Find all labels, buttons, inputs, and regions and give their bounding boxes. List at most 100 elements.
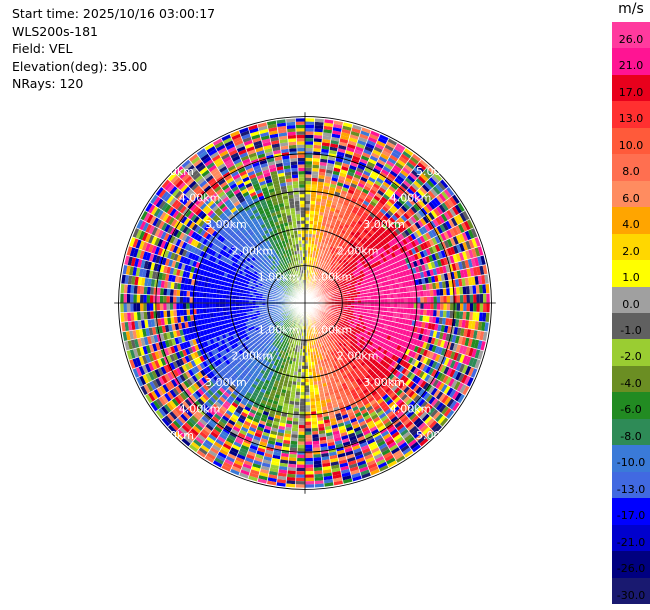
velocity-gate [385, 329, 390, 335]
velocity-gate [334, 412, 342, 418]
velocity-gate [381, 232, 388, 239]
velocity-gate [343, 420, 352, 426]
velocity-gate [258, 475, 268, 481]
velocity-gate [293, 316, 296, 320]
velocity-gate [382, 147, 393, 155]
velocity-gate [209, 386, 217, 394]
velocity-gate [469, 311, 474, 321]
velocity-gate [200, 313, 204, 320]
velocity-gate [345, 174, 354, 180]
velocity-gate [437, 382, 445, 392]
velocity-gate [344, 177, 353, 183]
velocity-gate [226, 314, 231, 320]
velocity-gate [378, 134, 389, 142]
velocity-gate [348, 414, 356, 421]
velocity-gate [361, 222, 368, 229]
velocity-gate [452, 360, 459, 371]
velocity-gate [212, 375, 220, 383]
velocity-gate [331, 470, 342, 476]
velocity-gate [292, 333, 295, 338]
velocity-gate [425, 192, 434, 202]
velocity-gate [311, 364, 316, 369]
velocity-gate [269, 344, 274, 349]
velocity-gate [452, 343, 458, 352]
velocity-gate [335, 253, 340, 258]
velocity-gate [351, 420, 359, 427]
velocity-gate [283, 433, 292, 438]
velocity-gate [333, 167, 341, 173]
velocity-gate [268, 381, 275, 387]
velocity-gate [426, 417, 435, 427]
velocity-gate [437, 242, 444, 251]
velocity-gate [376, 158, 386, 166]
velocity-gate [394, 408, 403, 416]
velocity-gate [238, 472, 249, 479]
velocity-gate [398, 172, 407, 180]
velocity-gate [280, 327, 285, 332]
velocity-gate [329, 283, 333, 287]
velocity-gate [275, 322, 280, 326]
velocity-gate [331, 383, 337, 388]
velocity-gate [267, 346, 272, 352]
velocity-gate [377, 219, 385, 226]
velocity-gate [419, 243, 426, 251]
velocity-gate [362, 286, 367, 291]
velocity-gate [383, 230, 390, 237]
velocity-gate [339, 275, 344, 280]
velocity-gate [320, 283, 324, 287]
velocity-gate [371, 284, 376, 289]
velocity-gate [332, 403, 339, 409]
velocity-gate [227, 351, 233, 358]
velocity-gate [470, 227, 478, 238]
velocity-gate [357, 220, 364, 226]
velocity-gate [318, 281, 322, 285]
velocity-gate [292, 421, 299, 425]
velocity-gate [361, 411, 370, 418]
velocity-gate [438, 192, 447, 203]
velocity-gate [323, 122, 334, 127]
velocity-gate [385, 141, 396, 149]
velocity-gate [463, 268, 468, 278]
velocity-gate [424, 335, 430, 343]
velocity-gate [314, 391, 320, 395]
velocity-gate [338, 279, 343, 284]
velocity-gate [405, 397, 413, 406]
velocity-gate [372, 233, 379, 239]
velocity-gate [352, 423, 360, 430]
velocity-gate [296, 378, 301, 383]
velocity-gate [419, 380, 427, 389]
velocity-gate [202, 403, 211, 411]
velocity-gate [321, 289, 325, 293]
velocity-gate [396, 187, 405, 196]
velocity-gate [394, 267, 400, 274]
velocity-gate [328, 289, 333, 293]
velocity-gate [307, 250, 311, 254]
velocity-gate [337, 178, 345, 184]
velocity-gate [345, 209, 352, 215]
velocity-gate [324, 482, 334, 487]
velocity-gate [486, 293, 490, 303]
velocity-gate [391, 394, 399, 402]
velocity-gate [393, 386, 401, 394]
velocity-gate [398, 216, 405, 225]
velocity-gate [386, 380, 394, 387]
velocity-gate [263, 428, 271, 434]
velocity-gate [433, 197, 442, 206]
velocity-gate [227, 345, 233, 352]
velocity-gate [327, 216, 333, 222]
velocity-gate [449, 228, 456, 238]
velocity-gate [309, 381, 314, 386]
velocity-gate [458, 319, 463, 328]
velocity-gate [402, 313, 407, 319]
velocity-gate [395, 219, 403, 227]
velocity-gate [349, 438, 359, 445]
velocity-gate [219, 378, 226, 385]
velocity-gate [415, 201, 423, 210]
velocity-gate [349, 400, 356, 406]
velocity-gate [330, 420, 338, 426]
velocity-gate [479, 293, 484, 303]
velocity-gate [216, 346, 223, 353]
velocity-gate [229, 416, 238, 423]
velocity-gate [233, 410, 241, 418]
velocity-gate [397, 298, 401, 303]
